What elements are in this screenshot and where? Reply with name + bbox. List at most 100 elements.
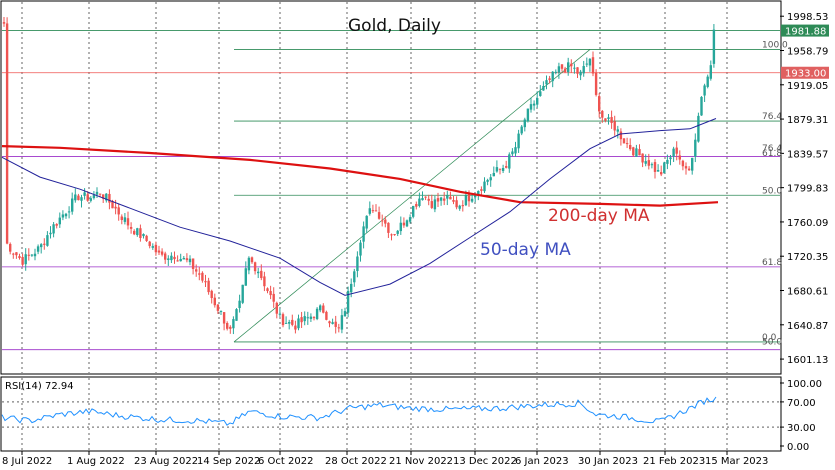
candle-body bbox=[551, 71, 554, 82]
candle-body bbox=[157, 250, 161, 253]
candle-body bbox=[9, 243, 12, 252]
candle-body bbox=[408, 217, 412, 222]
candle-body bbox=[226, 323, 229, 329]
y-tick-label: 1799.83 bbox=[787, 184, 828, 195]
ma50-label: 50-day MA bbox=[480, 240, 571, 260]
candle-body bbox=[418, 198, 421, 206]
trend-channel bbox=[233, 49, 591, 343]
rsi-tick-label: 30.00 bbox=[787, 423, 816, 434]
candle-body bbox=[2, 22, 6, 24]
candle-body bbox=[173, 256, 176, 260]
candle-body bbox=[607, 117, 610, 119]
candle-body bbox=[160, 251, 164, 255]
candle-body bbox=[514, 147, 517, 154]
candle-body bbox=[467, 193, 471, 202]
candle-body bbox=[288, 321, 291, 324]
candle-body bbox=[238, 300, 241, 309]
candle-body bbox=[598, 96, 601, 112]
fib-label: 100.0 bbox=[762, 40, 788, 50]
grid bbox=[2, 2, 780, 450]
candle-body bbox=[542, 85, 545, 91]
rsi-tick-label: 70.00 bbox=[787, 398, 816, 409]
rsi-series bbox=[1, 396, 717, 426]
candle-body bbox=[257, 271, 260, 274]
candle-body bbox=[498, 168, 502, 170]
candle-body bbox=[700, 96, 703, 116]
candle-body bbox=[148, 241, 151, 247]
candle-body bbox=[477, 190, 480, 195]
fib-labels: 100.076.476.461.850.061.80.050.0 bbox=[762, 40, 788, 347]
x-tick-label: 28 Oct 2022 bbox=[325, 456, 387, 467]
candle-body bbox=[334, 321, 337, 327]
candle-body bbox=[681, 160, 685, 167]
y-tick-label: 1680.61 bbox=[787, 287, 828, 298]
candle-body bbox=[604, 118, 607, 121]
candle-body bbox=[381, 220, 384, 222]
candle-body bbox=[470, 198, 474, 202]
candle-body bbox=[188, 258, 192, 263]
candle-body bbox=[656, 170, 660, 172]
x-tick-label: 21 Nov 2022 bbox=[389, 456, 453, 467]
candle-body bbox=[117, 207, 120, 215]
candle-body bbox=[142, 233, 145, 237]
candle-body bbox=[412, 205, 415, 217]
x-tick-label: 23 Aug 2022 bbox=[134, 456, 198, 467]
candle-body bbox=[346, 290, 350, 313]
y-tick-label: 1760.09 bbox=[787, 218, 828, 229]
x-tick-label: 21 Feb 2023 bbox=[643, 456, 705, 467]
candle-body bbox=[272, 293, 275, 302]
trend-line bbox=[233, 49, 591, 343]
price-tag bbox=[781, 66, 829, 79]
candle-body bbox=[563, 68, 567, 73]
candle-body bbox=[278, 313, 282, 315]
candle-body bbox=[486, 179, 489, 182]
candle-body bbox=[61, 214, 65, 218]
candle-body bbox=[666, 159, 669, 164]
candle-body bbox=[216, 304, 220, 311]
rsi-line bbox=[1, 396, 717, 426]
candle-body bbox=[36, 246, 40, 252]
candle-body bbox=[154, 244, 158, 253]
candle-body bbox=[430, 201, 433, 208]
fib-label: 50.0 bbox=[762, 186, 782, 196]
candle-body bbox=[297, 318, 300, 329]
x-tick-label: 13 Dec 2022 bbox=[453, 456, 517, 467]
candle-body bbox=[198, 273, 201, 275]
candle-body bbox=[554, 71, 557, 73]
candle-body bbox=[176, 260, 179, 262]
candle-body bbox=[371, 210, 375, 212]
candle-body bbox=[474, 194, 477, 198]
candle-body bbox=[427, 198, 430, 201]
candle-body bbox=[399, 222, 402, 232]
candle-body bbox=[232, 319, 235, 329]
candle-body bbox=[374, 210, 378, 212]
candle-body bbox=[210, 290, 213, 299]
candle-body bbox=[390, 234, 393, 236]
candle-body bbox=[613, 121, 616, 131]
candle-body bbox=[449, 196, 452, 200]
candle-body bbox=[325, 311, 328, 320]
candle-body bbox=[529, 104, 533, 110]
chart-title: Gold, Daily bbox=[348, 16, 441, 36]
candle-body bbox=[377, 212, 381, 219]
candle-body bbox=[384, 219, 387, 224]
candle-body bbox=[126, 218, 130, 226]
candle-body bbox=[195, 269, 198, 272]
candle-body bbox=[64, 213, 68, 217]
candle-body bbox=[170, 255, 173, 261]
candle-body bbox=[247, 257, 251, 271]
candle-body bbox=[672, 148, 675, 157]
ma200-line bbox=[1, 145, 719, 207]
ma50-line bbox=[1, 118, 717, 296]
candle-body bbox=[669, 157, 672, 160]
candle-body bbox=[505, 166, 508, 168]
candle-body bbox=[501, 168, 505, 172]
candle-body bbox=[136, 228, 139, 236]
candle-body bbox=[579, 71, 582, 76]
candle-body bbox=[570, 63, 573, 67]
x-tick-label: 1 Aug 2022 bbox=[67, 456, 125, 467]
candle-body bbox=[222, 312, 226, 324]
candle-body bbox=[263, 276, 266, 287]
candle-body bbox=[638, 149, 641, 156]
